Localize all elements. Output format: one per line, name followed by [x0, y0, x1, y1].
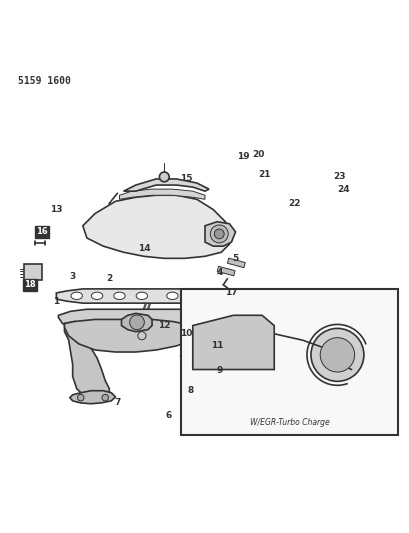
Polygon shape — [64, 319, 200, 352]
Ellipse shape — [136, 292, 147, 300]
Circle shape — [210, 225, 228, 243]
Text: 19: 19 — [237, 152, 249, 161]
Text: 1: 1 — [53, 296, 59, 305]
Text: 20: 20 — [251, 150, 263, 159]
Text: 2: 2 — [106, 274, 112, 283]
Text: 23: 23 — [333, 172, 345, 181]
Bar — [227, 258, 245, 268]
Text: W/EGR-Turbo Charge: W/EGR-Turbo Charge — [249, 417, 328, 426]
Bar — [217, 266, 234, 276]
Circle shape — [310, 328, 363, 381]
Text: 8: 8 — [187, 386, 193, 395]
Ellipse shape — [71, 292, 82, 300]
Ellipse shape — [189, 292, 200, 300]
Circle shape — [159, 172, 169, 182]
Circle shape — [137, 332, 146, 340]
Polygon shape — [192, 316, 274, 369]
Text: 3: 3 — [70, 272, 76, 281]
Polygon shape — [83, 195, 231, 259]
Text: 12: 12 — [157, 321, 170, 330]
Circle shape — [319, 338, 354, 372]
Polygon shape — [56, 289, 223, 303]
Text: 10: 10 — [180, 329, 192, 338]
Bar — [180, 289, 398, 435]
Text: 15: 15 — [180, 174, 193, 183]
Polygon shape — [64, 321, 109, 399]
Polygon shape — [123, 179, 209, 191]
Polygon shape — [119, 189, 204, 199]
Circle shape — [77, 394, 84, 401]
Circle shape — [129, 315, 144, 329]
Polygon shape — [70, 391, 115, 403]
Text: 6: 6 — [165, 410, 171, 419]
Text: 5: 5 — [232, 254, 238, 263]
Ellipse shape — [166, 292, 178, 300]
Text: 14: 14 — [137, 244, 150, 253]
Text: 4: 4 — [216, 268, 222, 277]
Text: 13: 13 — [50, 205, 63, 214]
Text: 16: 16 — [36, 228, 48, 237]
Text: 11: 11 — [211, 342, 223, 350]
Text: 17: 17 — [225, 288, 237, 297]
Ellipse shape — [114, 292, 125, 300]
Ellipse shape — [91, 292, 103, 300]
Text: 9: 9 — [216, 366, 222, 375]
Text: 22: 22 — [288, 199, 300, 208]
Text: 21: 21 — [257, 171, 270, 180]
Polygon shape — [58, 309, 209, 334]
Bar — [24, 264, 42, 279]
Text: 24: 24 — [336, 184, 349, 193]
Text: 18: 18 — [24, 280, 36, 289]
Circle shape — [214, 229, 224, 239]
Ellipse shape — [201, 292, 212, 300]
Polygon shape — [121, 313, 152, 332]
Polygon shape — [204, 222, 235, 246]
Circle shape — [102, 394, 108, 401]
Text: 5159 1600: 5159 1600 — [18, 76, 70, 86]
Text: 7: 7 — [114, 399, 120, 407]
